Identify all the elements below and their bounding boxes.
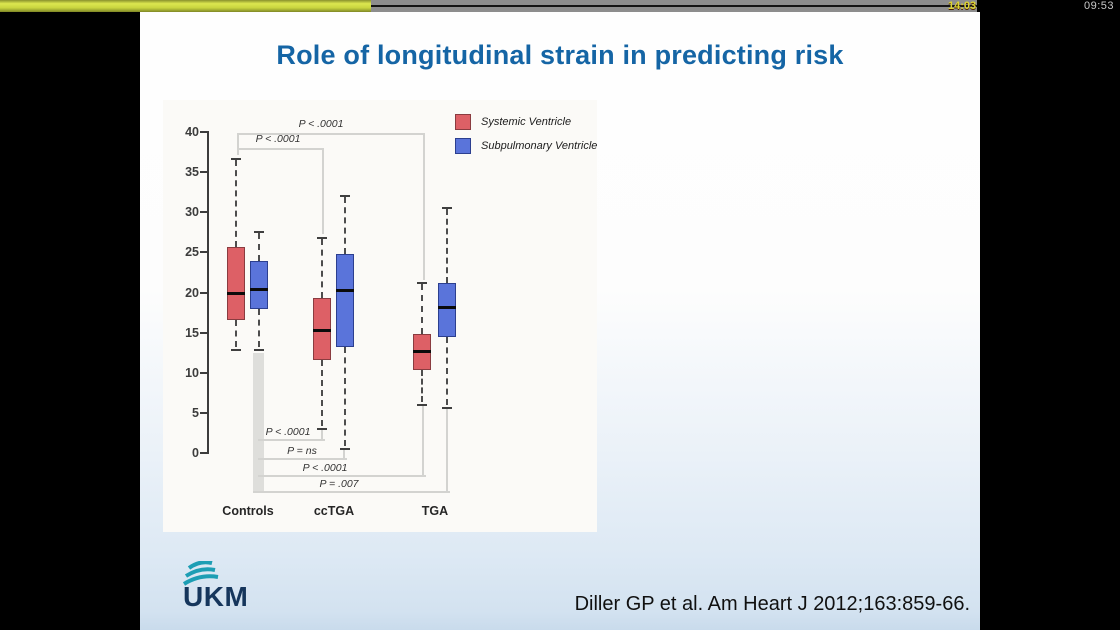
category-label-controls: Controls xyxy=(222,504,274,518)
y-tick-label: 5 xyxy=(192,405,199,420)
y-axis-tick xyxy=(200,171,208,174)
bracket-line xyxy=(446,407,448,491)
whisker-lower xyxy=(235,319,237,348)
whisker-cap-top xyxy=(340,195,350,198)
p-value-label: P < .0001 xyxy=(302,462,348,474)
p-value-label: P = .007 xyxy=(319,478,359,490)
y-tick-label: 25 xyxy=(185,245,199,260)
slide-title: Role of longitudinal strain in predictin… xyxy=(276,40,844,70)
whisker-cap-bottom xyxy=(254,349,264,352)
y-axis-tick xyxy=(200,251,208,254)
clock-time: 09:53 xyxy=(1083,0,1114,12)
ukm-logo-arcs-icon xyxy=(182,561,219,586)
p-value-label: P = ns xyxy=(287,445,317,457)
box-subpulmonary-tga xyxy=(438,283,456,338)
slide: Role of longitudinal strain in predictin… xyxy=(140,12,980,630)
bracket-line xyxy=(258,475,426,477)
ukm-logo-text: UKM xyxy=(183,581,249,612)
box-systemic-controls xyxy=(227,247,245,320)
ukm-logo: UKM xyxy=(182,561,302,627)
median-line xyxy=(313,329,331,333)
bracket-anchor-bar xyxy=(253,353,264,491)
whisker-upper xyxy=(446,209,448,284)
citation: Diller GP et al. Am Heart J 2012;163:859… xyxy=(574,593,970,615)
box-subpulmonary-cctga xyxy=(336,253,354,347)
y-axis-tick xyxy=(200,291,208,294)
whisker-cap-top xyxy=(417,281,427,284)
whisker-cap-top xyxy=(231,158,241,161)
whisker-cap-bottom xyxy=(417,403,427,406)
median-line xyxy=(250,288,268,292)
median-line xyxy=(227,292,245,296)
category-label-cctga: ccTGA xyxy=(313,504,355,518)
whisker-cap-top xyxy=(254,230,264,233)
whisker-cap-bottom xyxy=(231,349,241,352)
bracket-line xyxy=(422,404,424,475)
top-bar: 14:03 09:53 xyxy=(0,0,1120,12)
bracket-line xyxy=(258,439,325,441)
y-axis-tick xyxy=(200,411,208,414)
whisker-lower xyxy=(421,370,423,402)
legend-swatch xyxy=(455,138,471,154)
whisker-lower xyxy=(344,346,346,446)
bracket-line xyxy=(237,148,324,150)
p-value-label: P < .0001 xyxy=(298,118,344,130)
box-subpulmonary-controls xyxy=(250,261,268,310)
whisker-cap-bottom xyxy=(340,447,350,450)
legend-swatch xyxy=(455,114,471,130)
median-line xyxy=(336,288,354,292)
whisker-upper xyxy=(258,232,260,261)
y-tick-label: 15 xyxy=(185,325,199,340)
y-axis-line xyxy=(207,131,209,454)
category-label-tga: TGA xyxy=(421,504,449,518)
whisker-upper xyxy=(421,283,423,335)
whisker-cap-bottom xyxy=(442,407,452,410)
y-tick-label: 40 xyxy=(185,125,199,139)
median-line xyxy=(413,349,431,353)
p-value-label: P < .0001 xyxy=(265,426,311,438)
y-axis-tick xyxy=(200,331,208,334)
y-tick-label: 10 xyxy=(185,365,199,380)
progress-line xyxy=(371,5,977,7)
whisker-lower xyxy=(446,337,448,406)
y-axis-tick xyxy=(200,131,208,133)
bracket-line xyxy=(237,133,239,155)
y-tick-label: 0 xyxy=(192,446,199,460)
boxplot-chart: P < .0001 P < .0001 P < .0001 P = ns P < .00… xyxy=(163,100,597,532)
progress-track[interactable] xyxy=(0,0,977,12)
whisker-cap-bottom xyxy=(317,427,327,430)
whisker-upper xyxy=(321,238,323,298)
y-tick-label: 20 xyxy=(185,285,199,300)
bracket-line xyxy=(321,430,323,439)
y-axis-tick xyxy=(200,371,208,374)
y-axis-tick xyxy=(200,452,208,454)
median-line xyxy=(438,305,456,309)
bracket-line xyxy=(237,133,425,135)
whisker-upper xyxy=(344,197,346,254)
whisker-cap-top xyxy=(317,236,327,239)
bracket-line xyxy=(423,133,425,280)
bracket-line xyxy=(258,458,347,460)
y-axis-tick xyxy=(200,211,208,214)
y-tick-label: 30 xyxy=(185,205,199,220)
progress-fill xyxy=(0,0,371,12)
whisker-lower xyxy=(258,309,260,348)
bracket-line xyxy=(253,491,450,493)
whisker-lower xyxy=(321,359,323,426)
legend-label: Subpulmonary Ventricle xyxy=(481,140,598,152)
overlay-timestamp: 14:03 xyxy=(948,0,977,12)
whisker-upper xyxy=(235,160,237,248)
box-systemic-cctga xyxy=(313,297,331,360)
bracket-line xyxy=(343,450,345,458)
p-value-label: P < .0001 xyxy=(255,133,301,145)
bracket-line xyxy=(322,148,324,234)
whisker-cap-top xyxy=(442,207,452,210)
legend-label: Systemic Ventricle xyxy=(481,116,572,128)
y-tick-label: 35 xyxy=(185,165,199,180)
